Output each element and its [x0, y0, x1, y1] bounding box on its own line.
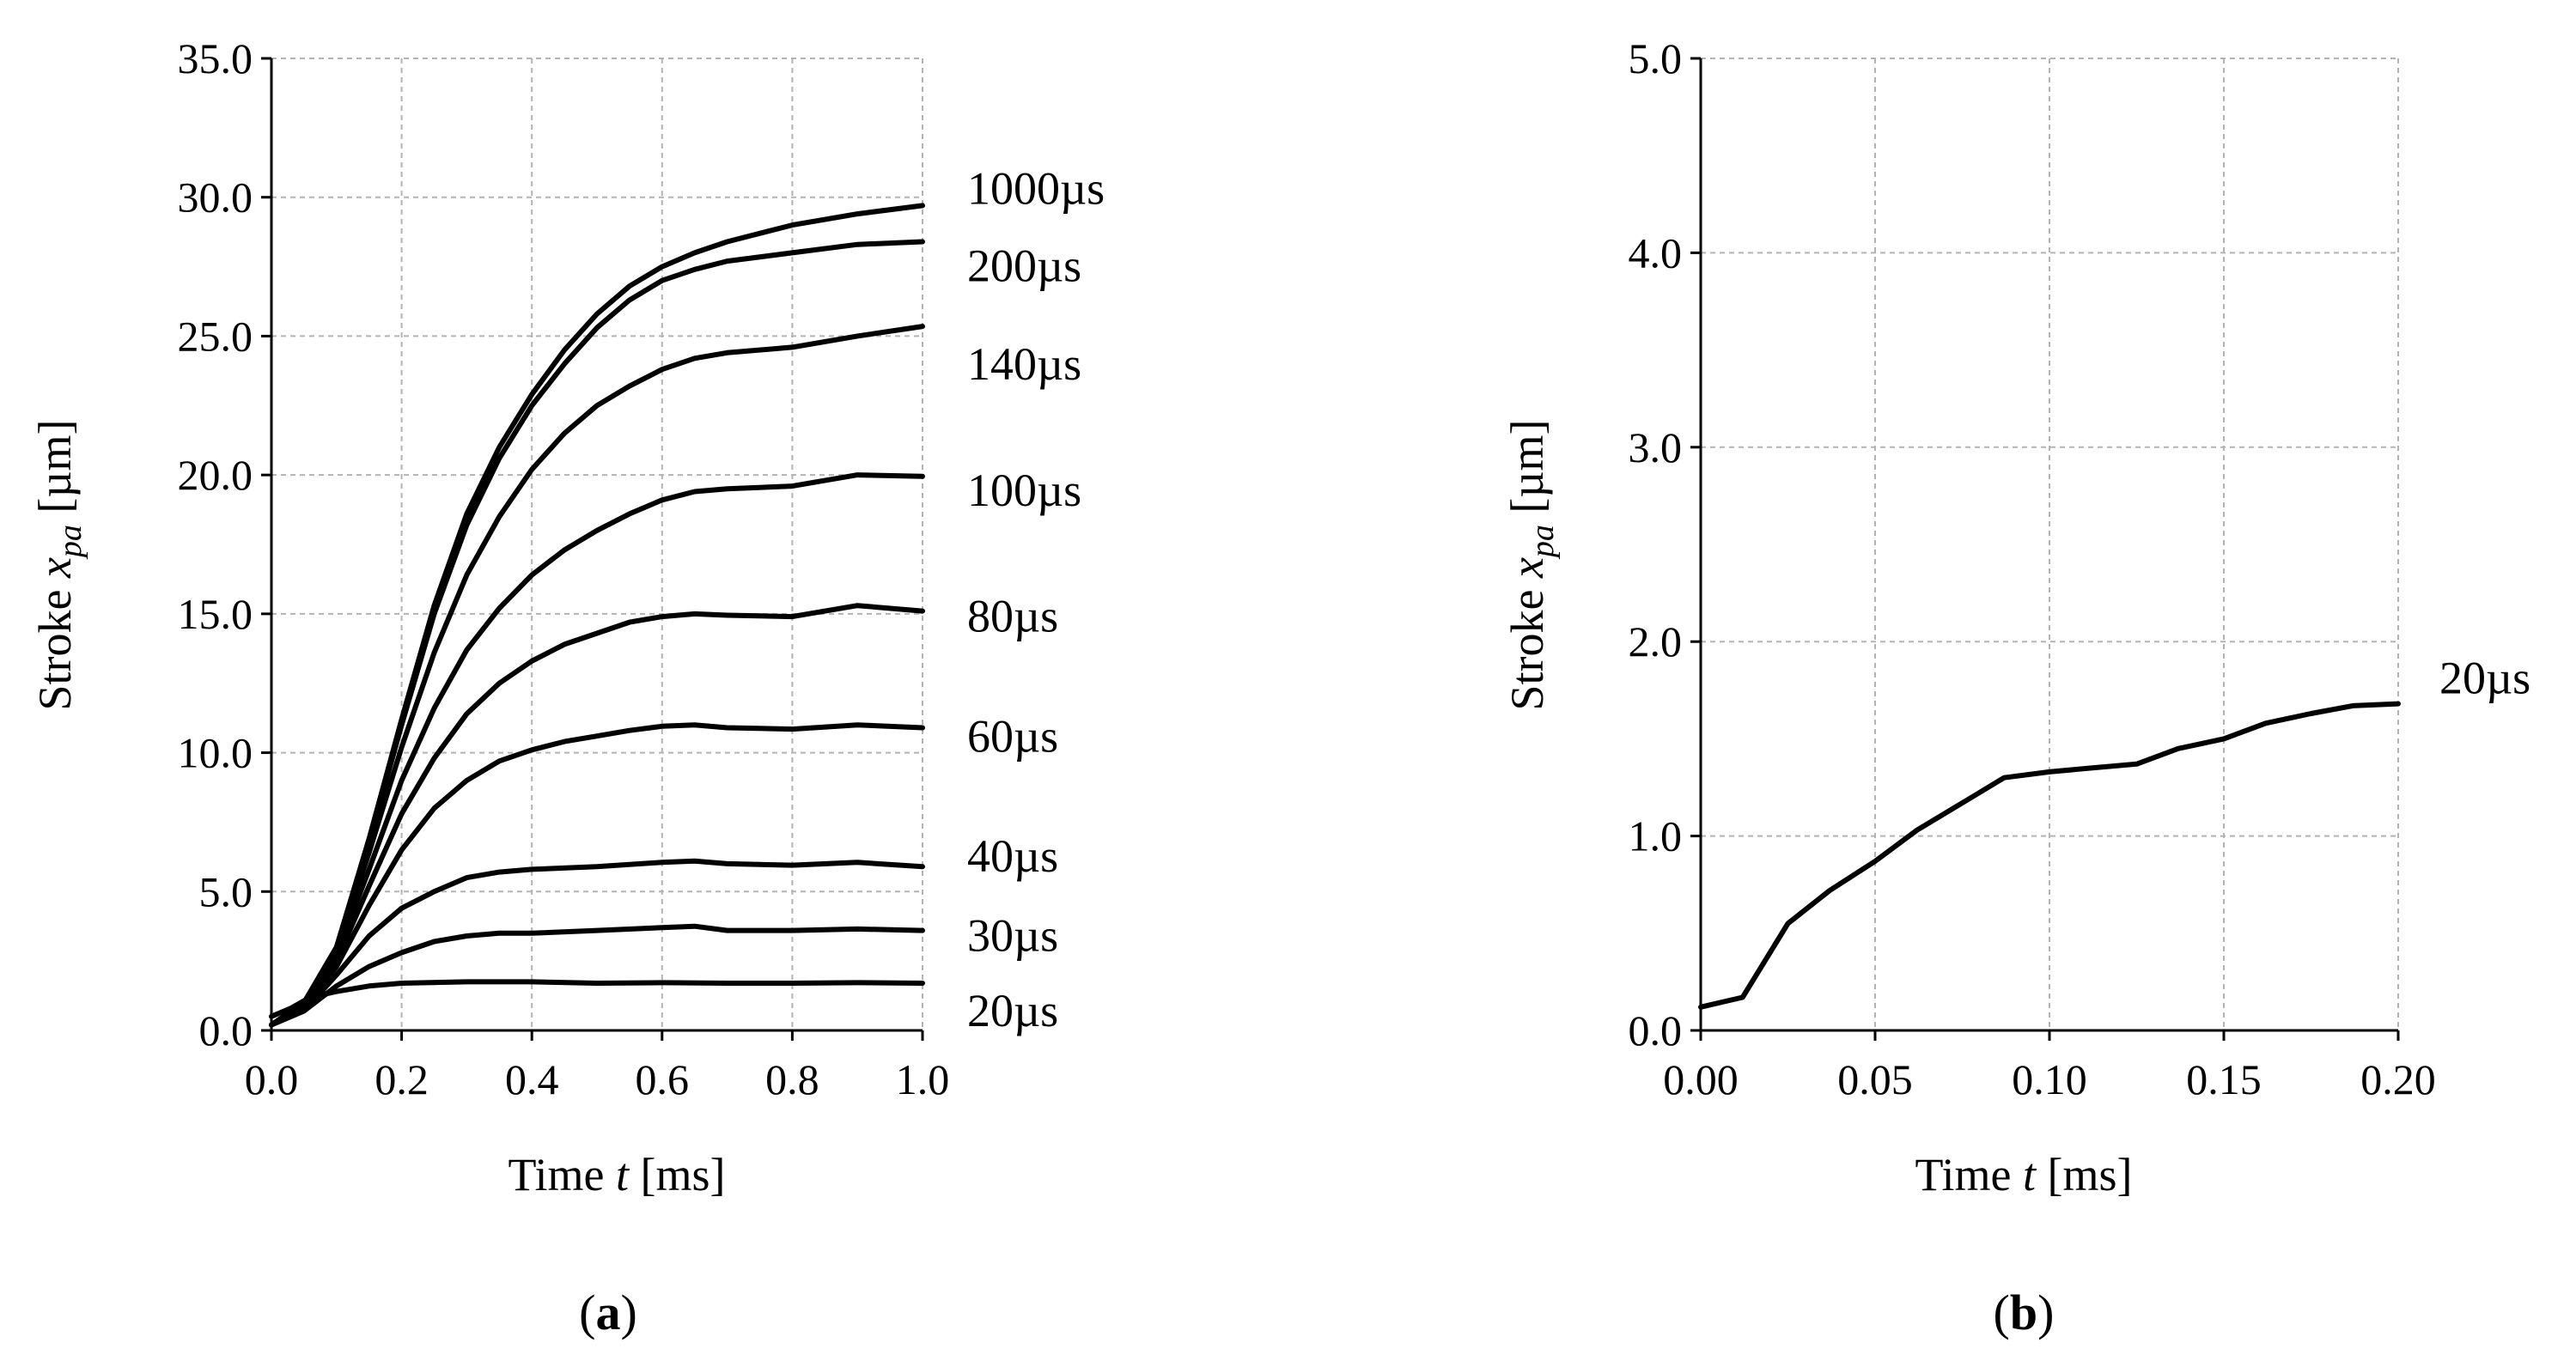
panel-b-x-tick-label: 0.05 — [1837, 1055, 1913, 1103]
panel-a-series-label: 1000µs — [967, 162, 1105, 214]
panel-b-y-axis-title: Stroke xpa [µm] — [1501, 419, 1561, 710]
panel-a-x-tick-label: 1.0 — [896, 1055, 950, 1103]
panel-b-ticks: 0.0 1.0 2.0 3.0 4.0 5.0 0.00 0.05 0.10 0.15 0.20 — [1629, 34, 2436, 1103]
panel-a-series-label: 20µs — [967, 985, 1058, 1036]
panel-b-y-tick-label: 2.0 — [1629, 617, 1683, 665]
panel-b-chart: 0.0 1.0 2.0 3.0 4.0 5.0 0.00 0.05 0.10 0.15 0.20 2… — [1501, 34, 2530, 1340]
panel-a-x-tick-label: 0.4 — [505, 1055, 559, 1103]
panel-b-x-tick-label: 0.10 — [2012, 1055, 2087, 1103]
panel-b-series-label: 20µs — [2439, 653, 2530, 704]
panel-a-y-tick-label: 15.0 — [178, 590, 253, 638]
panel-b-x-tick-label: 0.15 — [2186, 1055, 2262, 1103]
panel-a-series-labels: 20µs 30µs 40µs 60µs 80µs 100µs 140µs 200µs 1000µ… — [967, 162, 1105, 1036]
panel-b-y-tick-label: 4.0 — [1629, 228, 1683, 276]
panel-a-chart: 0.0 5.0 10.0 15.0 20.0 25.0 30.0 35.0 0.0 0.2 0.4 0… — [29, 34, 1105, 1340]
panel-a-label: (a) — [579, 1285, 637, 1340]
panel-a-series-label: 140µs — [967, 338, 1081, 390]
panel-a-series-label: 30µs — [967, 910, 1058, 962]
panel-b-grid — [1701, 58, 2399, 1030]
panel-a-x-axis-title: Time t [ms] — [508, 1149, 725, 1200]
panel-a-grid — [271, 58, 923, 1030]
panel-a-series-line-1000µs — [269, 203, 925, 1028]
panel-a-y-tick-label: 5.0 — [199, 867, 253, 915]
panel-a-series-line-60µs — [269, 722, 925, 1028]
panel-b-y-tick-label: 1.0 — [1629, 812, 1683, 860]
panel-b-series-labels: 20µs — [2439, 653, 2530, 704]
panel-a-series-line-80µs — [269, 603, 925, 1028]
panel-b-label: (b) — [1994, 1285, 2055, 1340]
panel-a-y-tick-label: 30.0 — [178, 173, 253, 222]
panel-a-series-label: 100µs — [967, 465, 1081, 516]
panel-a-x-tick-label: 0.2 — [375, 1055, 429, 1103]
panel-a-series-line-100µs — [269, 472, 925, 1028]
panel-a-y-tick-label: 0.0 — [199, 1006, 253, 1054]
panel-b-series — [1698, 701, 2401, 1010]
panel-a-series-line-30µs — [269, 923, 925, 1028]
panel-a-series — [269, 203, 925, 1028]
panel-a-axes — [270, 58, 923, 1032]
panel-a-series-label: 40µs — [967, 830, 1058, 882]
panel-a-x-tick-label: 0.0 — [245, 1055, 299, 1103]
panel-b-x-axis-title: Time t [ms] — [1915, 1149, 2132, 1200]
panel-a-y-axis-title: Stroke xpa [µm] — [29, 419, 88, 710]
panel-a-ticks: 0.0 5.0 10.0 15.0 20.0 25.0 30.0 35.0 0.0 0.2 0.4 0… — [178, 34, 950, 1103]
panel-a-y-tick-label: 20.0 — [178, 451, 253, 499]
panel-a-series-label: 200µs — [967, 240, 1081, 291]
panel-b-series-line-20µs — [1698, 701, 2401, 1010]
panel-a-y-tick-label: 35.0 — [178, 34, 253, 82]
panel-a-y-tick-label: 10.0 — [178, 729, 253, 777]
panel-b-x-tick-label: 0.00 — [1663, 1055, 1739, 1103]
panel-a-x-tick-label: 0.8 — [765, 1055, 819, 1103]
panel-a-series-label: 80µs — [967, 591, 1058, 642]
panel-b-x-tick-label: 0.20 — [2360, 1055, 2436, 1103]
panel-a-x-tick-label: 0.6 — [636, 1055, 690, 1103]
panel-b-y-tick-label: 3.0 — [1629, 423, 1683, 471]
panel-a-series-line-20µs — [269, 979, 925, 1019]
panel-b-y-tick-label: 5.0 — [1629, 34, 1683, 82]
panel-a-series-line-140µs — [269, 324, 925, 1028]
panel-a-series-label: 60µs — [967, 710, 1058, 762]
panel-a-series-line-40µs — [269, 858, 925, 1028]
panel-a-y-tick-label: 25.0 — [178, 312, 253, 360]
panel-b-y-tick-label: 0.0 — [1629, 1006, 1683, 1054]
